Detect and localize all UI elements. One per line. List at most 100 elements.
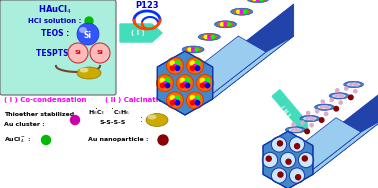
Ellipse shape: [300, 115, 320, 122]
Ellipse shape: [285, 127, 305, 133]
Circle shape: [296, 175, 301, 180]
Text: TEOS :: TEOS :: [41, 29, 69, 37]
Circle shape: [190, 61, 195, 65]
Circle shape: [71, 115, 79, 124]
FancyBboxPatch shape: [0, 0, 116, 95]
Circle shape: [205, 78, 210, 83]
Circle shape: [208, 35, 211, 38]
Text: Si: Si: [74, 51, 81, 55]
Circle shape: [195, 61, 200, 65]
Circle shape: [271, 137, 287, 152]
Circle shape: [356, 84, 358, 86]
Circle shape: [291, 129, 294, 131]
Ellipse shape: [250, 0, 266, 2]
Circle shape: [349, 95, 353, 100]
Circle shape: [211, 35, 214, 38]
Circle shape: [195, 96, 200, 100]
Text: C$_3$H$_6$: C$_3$H$_6$: [113, 108, 130, 118]
Circle shape: [192, 48, 195, 51]
Text: Au nanoparticle :: Au nanoparticle :: [88, 137, 149, 143]
Text: :: :: [140, 115, 143, 124]
Ellipse shape: [147, 114, 156, 120]
Circle shape: [190, 66, 195, 70]
Circle shape: [175, 101, 180, 105]
Circle shape: [185, 83, 190, 88]
Circle shape: [277, 141, 282, 146]
Text: Si: Si: [97, 51, 103, 55]
Circle shape: [200, 83, 205, 88]
Ellipse shape: [234, 9, 250, 14]
Ellipse shape: [332, 94, 346, 98]
Circle shape: [336, 89, 339, 92]
Circle shape: [180, 78, 185, 83]
Ellipse shape: [77, 67, 101, 79]
Circle shape: [224, 23, 227, 26]
Ellipse shape: [201, 34, 217, 39]
Circle shape: [200, 78, 205, 83]
Text: HCl solution :: HCl solution :: [28, 18, 82, 24]
Circle shape: [180, 83, 185, 88]
Text: Au cluster :: Au cluster :: [4, 121, 45, 127]
Ellipse shape: [247, 0, 269, 3]
Polygon shape: [313, 89, 378, 174]
Ellipse shape: [198, 33, 220, 40]
Circle shape: [170, 101, 175, 105]
Circle shape: [280, 152, 296, 168]
Circle shape: [165, 78, 170, 83]
Circle shape: [310, 124, 313, 127]
Polygon shape: [185, 36, 294, 115]
Text: ·: ·: [110, 104, 113, 114]
Ellipse shape: [77, 23, 99, 45]
Text: TESPTS :: TESPTS :: [36, 49, 74, 58]
Circle shape: [289, 137, 305, 152]
Circle shape: [158, 135, 168, 145]
Circle shape: [327, 107, 329, 109]
Circle shape: [237, 10, 240, 13]
Text: P123: P123: [135, 2, 159, 11]
Circle shape: [339, 101, 342, 104]
FancyArrow shape: [272, 90, 308, 131]
Circle shape: [204, 35, 207, 38]
Circle shape: [166, 92, 183, 109]
Ellipse shape: [146, 114, 168, 127]
Circle shape: [312, 118, 314, 120]
Circle shape: [170, 66, 175, 70]
Circle shape: [166, 57, 183, 74]
Polygon shape: [157, 36, 266, 115]
Text: ( I ) Co-condensation: ( I ) Co-condensation: [4, 97, 87, 103]
Ellipse shape: [346, 82, 361, 87]
Polygon shape: [263, 131, 313, 188]
Circle shape: [165, 83, 170, 88]
Circle shape: [156, 74, 174, 92]
Circle shape: [295, 128, 297, 130]
Polygon shape: [157, 51, 213, 115]
Circle shape: [302, 156, 307, 161]
Circle shape: [186, 57, 203, 74]
Circle shape: [319, 118, 324, 122]
Ellipse shape: [329, 93, 349, 99]
Ellipse shape: [217, 22, 234, 27]
Circle shape: [266, 156, 271, 161]
Circle shape: [173, 64, 177, 69]
Ellipse shape: [231, 8, 253, 15]
Circle shape: [228, 23, 231, 26]
Polygon shape: [213, 4, 294, 99]
Text: H$_6$C$_3$: H$_6$C$_3$: [88, 108, 105, 118]
Circle shape: [298, 129, 300, 131]
Text: ·: ·: [96, 104, 99, 114]
Circle shape: [240, 10, 243, 13]
Ellipse shape: [90, 43, 110, 63]
Circle shape: [321, 100, 324, 103]
Circle shape: [306, 118, 308, 120]
Circle shape: [170, 96, 175, 100]
Text: AuCl$_4^-$ :: AuCl$_4^-$ :: [4, 135, 32, 145]
Text: ( II ): ( II ): [279, 105, 291, 118]
Circle shape: [339, 94, 341, 96]
Ellipse shape: [68, 43, 88, 63]
Circle shape: [175, 66, 180, 70]
Text: ( II ) Calcination: ( II ) Calcination: [105, 97, 168, 103]
Circle shape: [354, 90, 357, 93]
Circle shape: [163, 82, 167, 86]
Ellipse shape: [79, 27, 87, 33]
Circle shape: [244, 10, 247, 13]
